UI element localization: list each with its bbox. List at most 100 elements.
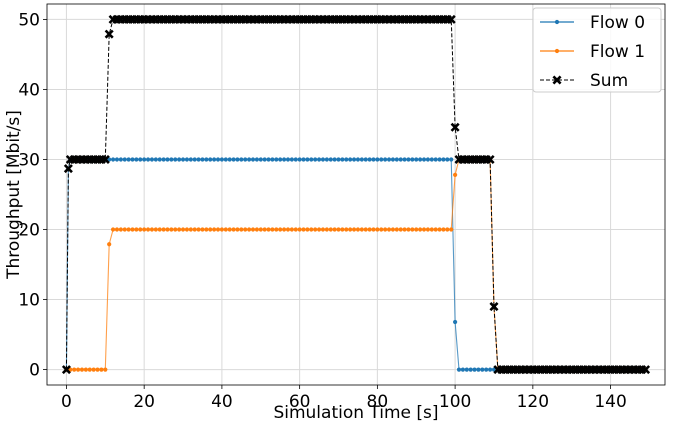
data-point [134,227,139,232]
data-point [142,157,147,162]
data-point [122,157,127,162]
data-point [149,157,155,162]
x-tick-label: 60 [289,392,311,412]
data-point [348,157,353,162]
data-point [433,157,438,162]
series-sum [61,14,651,375]
data-point [61,365,71,375]
data-point [324,157,329,162]
series-flow-0 [64,157,648,372]
data-point [153,227,158,232]
data-point [289,227,294,232]
data-point [425,157,431,162]
data-point [281,227,287,232]
data-point [348,227,353,232]
data-point [274,227,279,232]
data-point [456,367,462,372]
y-tick-label: 50 [18,10,40,30]
data-point [383,227,388,232]
legend-label: Flow 0 [590,13,645,33]
y-tick-label: 10 [18,291,40,311]
data-point [402,157,407,162]
data-point [410,157,415,162]
data-point [305,157,310,162]
data-point [489,302,499,312]
data-point [289,157,294,162]
data-point [468,367,473,372]
data-point [410,227,415,232]
x-axis-label: Simulation Time [s] [273,403,438,423]
data-point [386,157,392,162]
data-point [485,154,495,165]
plot-frame [46,3,666,386]
data-point [402,227,407,232]
data-point [554,19,560,25]
data-point [254,227,259,232]
data-point [472,367,477,372]
legend-box [532,7,662,93]
data-point [351,227,357,232]
data-point [196,227,201,232]
data-point [192,157,197,162]
data-point [215,157,221,162]
data-point [247,227,252,232]
data-point [379,157,384,162]
data-point [484,367,489,372]
data-point [254,157,259,162]
data-point [460,367,465,372]
data-point [324,227,329,232]
data-point [219,227,225,232]
data-point [418,157,423,162]
data-point [281,157,287,162]
y-axis-label: Throughput [Mbit/s] [4,110,24,280]
x-tick-label: 120 [517,392,549,412]
data-point [118,227,123,232]
data-point [406,227,411,232]
x-tick-label: 0 [61,392,72,412]
data-point [394,227,399,232]
data-point [231,157,236,162]
data-point [215,227,221,232]
data-point [437,157,442,162]
data-point [83,367,88,372]
data-point [79,367,85,372]
data-point [285,227,291,232]
data-point [445,227,450,232]
data-point [180,227,186,232]
data-point [316,227,322,232]
data-point [161,157,166,162]
data-point [122,227,127,232]
data-point [126,227,131,232]
data-point [169,227,174,232]
data-point [328,157,333,162]
data-point [149,227,155,232]
data-point [293,227,298,232]
data-point [110,157,116,162]
data-point [441,227,446,232]
data-point [99,367,104,372]
data-point [476,367,481,372]
series-line [66,158,646,371]
data-point [250,227,256,232]
data-point [359,157,364,162]
data-point [398,227,403,232]
data-point [231,227,236,232]
data-point [188,227,193,232]
series-layer [61,14,651,375]
x-tick-label: 20 [133,392,155,412]
data-point [95,367,100,372]
legend: Flow 0 Flow 1 Sum [532,7,662,93]
data-point [173,157,178,162]
data-point [433,227,438,232]
legend-label: Flow 1 [590,42,645,62]
data-point [367,227,372,232]
data-point [114,227,120,232]
data-point [247,157,252,162]
data-point [336,227,341,232]
data-point [258,227,263,232]
data-point [130,227,135,232]
data-point [371,227,376,232]
data-point [351,157,357,162]
data-point [75,367,81,372]
